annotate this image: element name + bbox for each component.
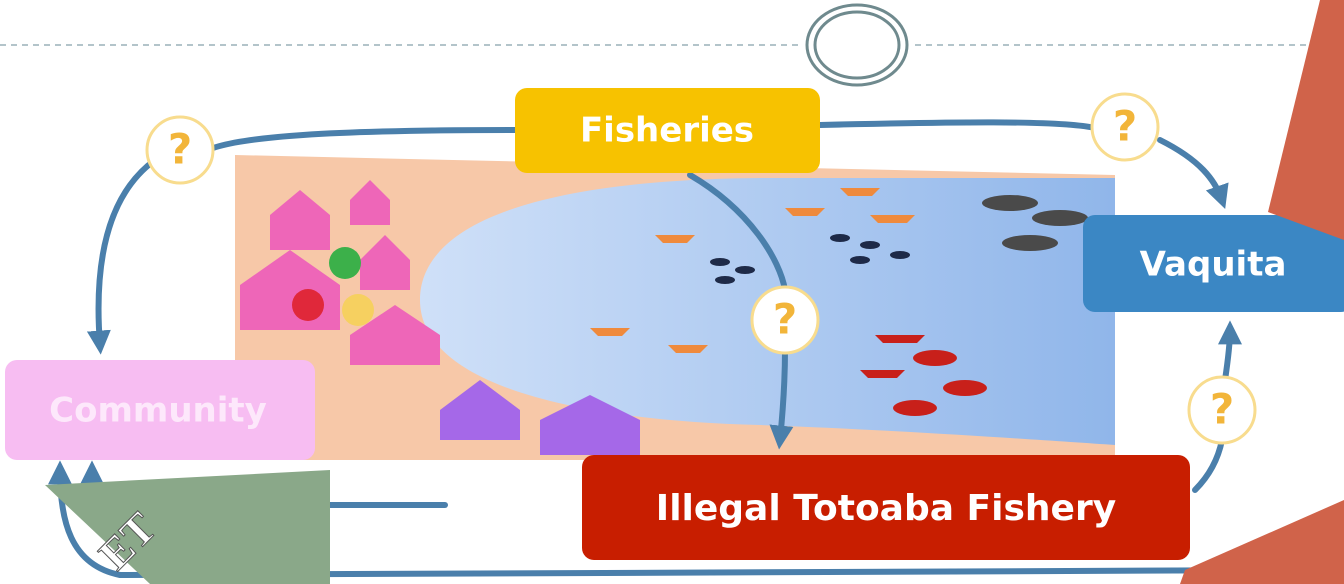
question-markers: ? ? ? ? xyxy=(145,92,1257,445)
corner-shape xyxy=(1180,500,1344,584)
node-box xyxy=(515,88,820,173)
vaquitas xyxy=(982,195,1088,251)
marker-label: ? xyxy=(168,125,192,174)
marker-circle xyxy=(145,115,215,185)
marker-label: ? xyxy=(773,295,797,344)
corner-shape xyxy=(1268,0,1344,240)
marker-circle xyxy=(1090,92,1160,162)
node-label: Community xyxy=(49,391,267,431)
arrow xyxy=(1157,137,1229,210)
boats xyxy=(590,188,915,353)
illegal-boats xyxy=(860,335,987,416)
node-box xyxy=(1083,215,1344,312)
node-box xyxy=(5,360,315,460)
arrow xyxy=(769,347,794,450)
node-label: Illegal Totoaba Fishery xyxy=(656,488,1116,529)
arrow xyxy=(1192,437,1225,493)
node-label: Fisheries xyxy=(580,111,754,151)
houses xyxy=(440,380,640,455)
node-label: Vaquita xyxy=(1140,245,1287,285)
node-box xyxy=(582,455,1190,560)
marker-label: ? xyxy=(1210,385,1234,434)
fish xyxy=(710,234,910,284)
marker-circle xyxy=(1187,375,1257,445)
marker-label: ? xyxy=(1113,102,1137,151)
arrow xyxy=(1217,320,1242,383)
ornament xyxy=(805,3,909,87)
ornament xyxy=(813,10,901,80)
marker-circle xyxy=(750,285,820,355)
icon-happy xyxy=(342,294,374,326)
arrow xyxy=(86,157,158,355)
icon-health xyxy=(292,289,324,321)
corner-shape xyxy=(45,470,330,584)
arrow xyxy=(687,172,788,293)
arrow xyxy=(817,119,1098,131)
arrow xyxy=(197,127,518,158)
icon-money xyxy=(329,247,361,279)
